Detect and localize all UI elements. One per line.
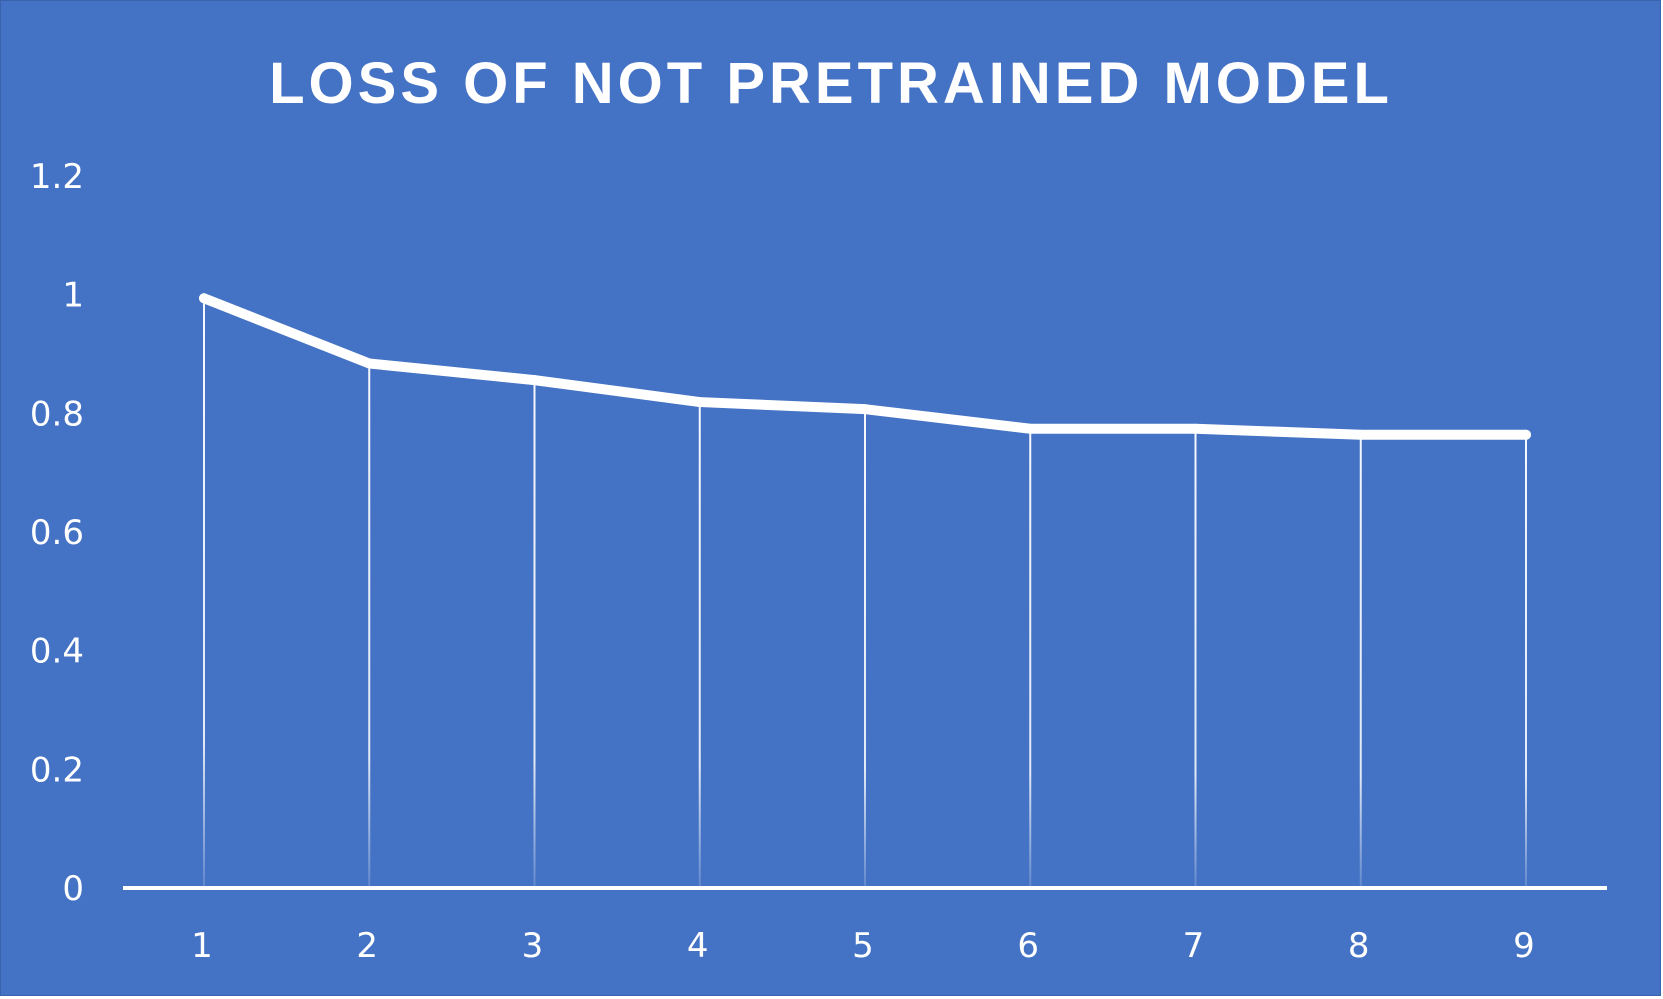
y-tick-label: 1 <box>62 276 84 316</box>
drop-lines <box>203 298 1527 888</box>
drop-line <box>1525 434 1527 888</box>
x-tick-label: 5 <box>852 926 874 966</box>
chart-title: LOSS OF NOT PRETRAINED MODEL <box>269 51 1393 116</box>
data-point <box>694 397 705 408</box>
data-point <box>1025 423 1036 434</box>
x-tick-label: 6 <box>1017 926 1039 966</box>
x-tick-label: 3 <box>522 926 544 966</box>
drop-line <box>368 363 371 888</box>
x-tick-label: 9 <box>1513 926 1535 966</box>
drop-line <box>1029 428 1032 888</box>
drop-line <box>1194 428 1197 888</box>
y-tick-label: 1.2 <box>30 157 84 197</box>
series-layer <box>199 293 1531 440</box>
y-tick-label: 0.6 <box>30 513 84 553</box>
drop-line <box>1359 434 1362 888</box>
y-tick-label: 0.2 <box>30 750 84 790</box>
x-tick-label: 4 <box>687 926 709 966</box>
data-point <box>860 404 870 415</box>
data-point <box>529 375 540 386</box>
y-tick-label: 0.4 <box>30 632 84 672</box>
data-point <box>199 293 209 304</box>
drop-line <box>533 380 536 888</box>
x-tick-label: 8 <box>1348 926 1370 966</box>
data-point <box>364 358 375 369</box>
data-point <box>1521 429 1531 440</box>
drop-line <box>864 409 866 888</box>
y-axis-tick-labels: 0 0.2 0.4 0.6 0.8 1 1.2 <box>30 157 84 909</box>
y-tick-label: 0.8 <box>30 394 84 434</box>
x-tick-label: 2 <box>356 926 378 966</box>
x-tick-label: 1 <box>191 926 213 966</box>
x-tick-label: 7 <box>1183 926 1205 966</box>
drop-line <box>698 402 701 888</box>
drop-line <box>203 298 205 888</box>
y-tick-label: 0 <box>62 869 84 909</box>
x-axis-tick-labels: 1 2 3 4 5 6 7 8 9 <box>191 926 1535 966</box>
data-point <box>1190 423 1201 434</box>
data-point <box>1355 429 1366 440</box>
